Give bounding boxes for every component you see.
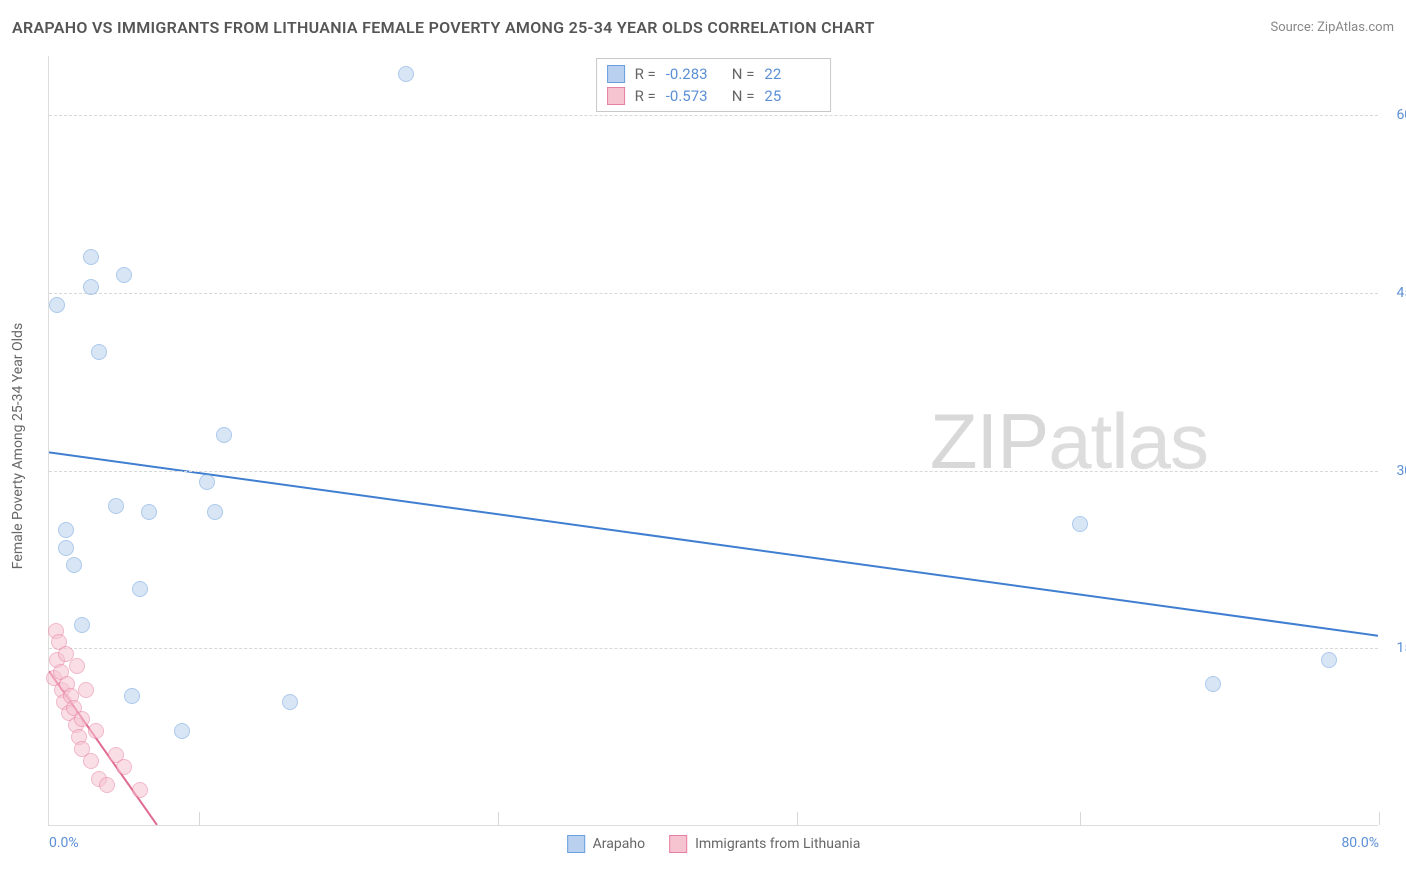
gridline-h: [49, 115, 1378, 116]
legend-label: Arapaho: [593, 836, 645, 852]
y-tick-label: 30.0%: [1396, 463, 1406, 479]
data-point: [207, 504, 223, 520]
data-point: [282, 694, 298, 710]
data-point: [88, 723, 104, 739]
data-point: [78, 682, 94, 698]
legend-item-1: Immigrants from Lithuania: [669, 835, 860, 853]
plot-area: ZIPatlas R = -0.283 N = 22 R = -0.573 N …: [48, 56, 1378, 826]
x-tick-label: 80.0%: [1341, 835, 1379, 851]
watermark-b: atlas: [1048, 397, 1208, 485]
data-point: [69, 658, 85, 674]
data-point: [141, 504, 157, 520]
data-point: [124, 688, 140, 704]
data-point: [83, 249, 99, 265]
y-tick-label: 15.0%: [1396, 640, 1406, 656]
data-point: [1072, 516, 1088, 532]
stats-box: R = -0.283 N = 22 R = -0.573 N = 25: [596, 58, 832, 112]
data-point: [132, 782, 148, 798]
watermark-a: ZIP: [930, 397, 1048, 485]
data-point: [74, 617, 90, 633]
data-point: [83, 753, 99, 769]
y-tick-label: 45.0%: [1396, 285, 1406, 301]
stat-r-label: R =: [635, 87, 656, 105]
data-point: [58, 522, 74, 538]
data-point: [66, 557, 82, 573]
trend-line: [49, 452, 1378, 635]
gridline-v: [1080, 812, 1081, 825]
data-point: [132, 581, 148, 597]
data-point: [1205, 676, 1221, 692]
data-point: [174, 723, 190, 739]
y-tick-label: 60.0%: [1396, 107, 1406, 123]
stat-n-value: 22: [764, 65, 820, 83]
swatch-icon: [607, 87, 625, 105]
title-bar: ARAPAHO VS IMMIGRANTS FROM LITHUANIA FEM…: [12, 18, 1394, 37]
stats-row-0: R = -0.283 N = 22: [607, 63, 821, 85]
watermark: ZIPatlas: [930, 396, 1208, 487]
stat-r-value: -0.283: [666, 65, 722, 83]
legend-label: Immigrants from Lithuania: [695, 836, 860, 852]
legend-item-0: Arapaho: [567, 835, 645, 853]
stat-n-label: N =: [732, 87, 755, 105]
gridline-v: [797, 812, 798, 825]
data-point: [58, 540, 74, 556]
gridline-h: [49, 293, 1378, 294]
gridline-h: [49, 471, 1378, 472]
chart-title: ARAPAHO VS IMMIGRANTS FROM LITHUANIA FEM…: [12, 18, 875, 37]
stat-r-label: R =: [635, 65, 656, 83]
data-point: [49, 297, 65, 313]
stat-n-label: N =: [732, 65, 755, 83]
data-point: [1321, 652, 1337, 668]
gridline-v: [199, 812, 200, 825]
data-point: [74, 711, 90, 727]
data-point: [108, 498, 124, 514]
data-point: [116, 759, 132, 775]
x-tick-label: 0.0%: [49, 835, 79, 851]
data-point: [398, 66, 414, 82]
stat-n-value: 25: [764, 87, 820, 105]
chart-source: Source: ZipAtlas.com: [1270, 20, 1394, 35]
gridline-h: [49, 648, 1378, 649]
legend: Arapaho Immigrants from Lithuania: [567, 835, 861, 853]
gridline-v: [1379, 812, 1380, 825]
data-point: [91, 344, 107, 360]
data-point: [216, 427, 232, 443]
swatch-icon: [607, 65, 625, 83]
data-point: [116, 267, 132, 283]
swatch-icon: [567, 835, 585, 853]
data-point: [83, 279, 99, 295]
stat-r-value: -0.573: [666, 87, 722, 105]
y-axis-label: Female Poverty Among 25-34 Year Olds: [10, 323, 26, 569]
chart-container: ARAPAHO VS IMMIGRANTS FROM LITHUANIA FEM…: [0, 0, 1406, 892]
data-point: [99, 777, 115, 793]
stats-row-1: R = -0.573 N = 25: [607, 85, 821, 107]
data-point: [199, 474, 215, 490]
trend-lines: [49, 56, 1378, 825]
swatch-icon: [669, 835, 687, 853]
gridline-v: [498, 812, 499, 825]
